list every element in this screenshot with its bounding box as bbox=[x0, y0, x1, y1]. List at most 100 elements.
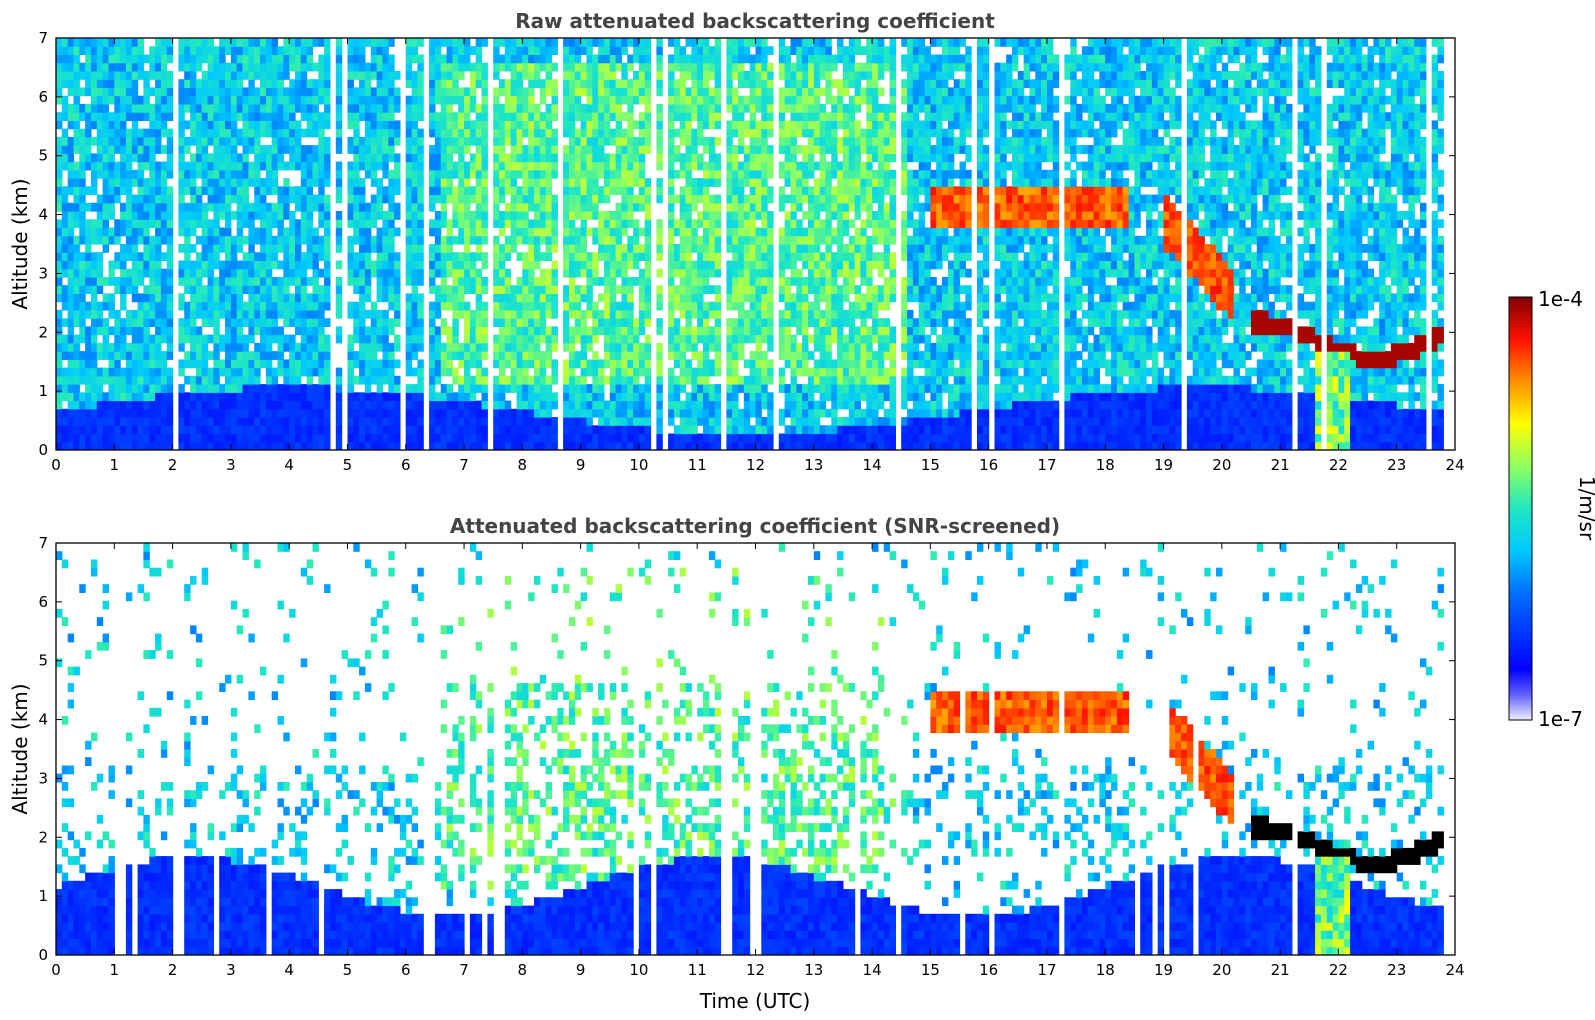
heatmap-cell bbox=[370, 112, 378, 121]
heatmap-cell bbox=[178, 54, 185, 64]
heatmap-cell bbox=[242, 54, 249, 64]
heatmap-cell bbox=[260, 38, 267, 39]
heatmap-cell bbox=[236, 293, 244, 303]
heatmap-cell bbox=[370, 309, 378, 319]
heatmap-cell bbox=[242, 417, 249, 426]
heatmap-cell bbox=[732, 153, 739, 163]
heatmap-cell bbox=[376, 342, 383, 352]
heatmap-cell bbox=[207, 227, 214, 237]
heatmap-cell bbox=[190, 293, 197, 303]
heatmap-cell bbox=[219, 342, 226, 352]
heatmap-cell bbox=[382, 79, 389, 88]
heatmap-cell bbox=[394, 408, 401, 418]
heatmap-cell bbox=[271, 79, 279, 88]
heatmap-cell bbox=[493, 46, 500, 55]
heatmap-cell bbox=[61, 260, 69, 270]
heatmap-cell bbox=[131, 62, 139, 72]
heatmap-cell bbox=[108, 260, 115, 270]
heatmap-cell bbox=[195, 128, 203, 138]
heatmap-cell bbox=[685, 87, 692, 97]
heatmap-cell bbox=[61, 227, 69, 237]
heatmap-cell bbox=[609, 186, 617, 196]
heatmap-cell bbox=[691, 441, 698, 450]
heatmap-cell bbox=[91, 326, 98, 336]
heatmap-cell bbox=[458, 38, 465, 47]
heatmap-cell bbox=[534, 38, 541, 47]
heatmap-cell bbox=[376, 433, 383, 443]
heatmap-cell bbox=[213, 400, 220, 410]
heatmap-cell bbox=[376, 153, 383, 163]
heatmap-cell bbox=[131, 145, 139, 154]
heatmap-cell bbox=[726, 54, 733, 64]
heatmap-cell bbox=[125, 71, 133, 80]
heatmap-cell bbox=[61, 244, 69, 253]
heatmap-cell bbox=[598, 46, 605, 55]
heatmap-cell bbox=[96, 260, 104, 270]
heatmap-cell bbox=[85, 71, 92, 80]
heatmap-cell bbox=[166, 400, 174, 410]
heatmap-cell bbox=[213, 87, 220, 97]
heatmap-cell bbox=[190, 54, 197, 64]
heatmap-cell bbox=[230, 120, 238, 130]
heatmap-cell bbox=[522, 153, 529, 163]
heatmap-cell bbox=[615, 285, 622, 294]
heatmap-cell bbox=[295, 359, 302, 369]
heatmap-cell bbox=[452, 46, 459, 55]
heatmap-cell bbox=[178, 359, 185, 369]
heatmap-cell bbox=[615, 211, 622, 220]
heatmap-cell bbox=[353, 186, 360, 196]
heatmap-cell bbox=[102, 38, 109, 39]
heatmap-cell bbox=[464, 441, 471, 450]
heatmap-cell bbox=[464, 211, 471, 220]
heatmap-cell bbox=[184, 351, 191, 360]
heatmap-cell bbox=[475, 334, 483, 344]
heatmap-cell bbox=[225, 367, 232, 377]
heatmap-cell bbox=[493, 359, 500, 369]
heatmap-cell bbox=[522, 161, 529, 171]
heatmap-cell bbox=[569, 417, 576, 426]
heatmap-cell bbox=[697, 211, 704, 220]
heatmap-cell bbox=[190, 62, 197, 72]
heatmap-cell bbox=[201, 359, 209, 369]
heatmap-cell bbox=[743, 202, 751, 212]
heatmap-cell bbox=[230, 268, 238, 278]
heatmap-cell bbox=[598, 359, 605, 369]
heatmap-cell bbox=[79, 227, 86, 237]
heatmap-cell bbox=[708, 359, 716, 369]
heatmap-cell bbox=[143, 112, 150, 121]
heatmap-cell bbox=[516, 384, 523, 393]
heatmap-cell bbox=[749, 252, 757, 261]
heatmap-cell bbox=[370, 46, 378, 55]
heatmap-cell bbox=[67, 120, 75, 130]
heatmap-cell bbox=[131, 309, 139, 319]
heatmap-cell bbox=[335, 62, 343, 72]
heatmap-cell bbox=[627, 384, 634, 393]
heatmap-cell bbox=[580, 293, 587, 303]
heatmap-cell bbox=[260, 235, 267, 245]
heatmap-cell bbox=[85, 367, 92, 377]
heatmap-cell bbox=[300, 87, 308, 97]
heatmap-cell bbox=[230, 334, 238, 344]
heatmap-cell bbox=[603, 351, 611, 360]
heatmap-cell bbox=[656, 301, 663, 311]
heatmap-cell bbox=[603, 62, 611, 72]
heatmap-cell bbox=[79, 301, 86, 311]
heatmap-cell bbox=[195, 145, 203, 154]
heatmap-cell bbox=[598, 235, 605, 245]
heatmap-cell bbox=[73, 441, 80, 450]
heatmap-cell bbox=[504, 318, 512, 327]
heatmap-cell bbox=[56, 318, 63, 327]
heatmap-cell bbox=[353, 375, 360, 385]
heatmap-cell bbox=[295, 202, 302, 212]
heatmap-cell bbox=[85, 359, 92, 369]
heatmap-cell bbox=[102, 277, 109, 286]
heatmap-cell bbox=[85, 400, 92, 410]
heatmap-cell bbox=[149, 103, 156, 113]
heatmap-cell bbox=[91, 54, 98, 64]
heatmap-cell bbox=[469, 103, 477, 113]
heatmap-cell bbox=[481, 301, 488, 311]
heatmap-cell bbox=[726, 367, 733, 377]
heatmap-cell bbox=[108, 194, 115, 204]
heatmap-cell bbox=[679, 153, 687, 163]
heatmap-cell bbox=[598, 392, 605, 402]
